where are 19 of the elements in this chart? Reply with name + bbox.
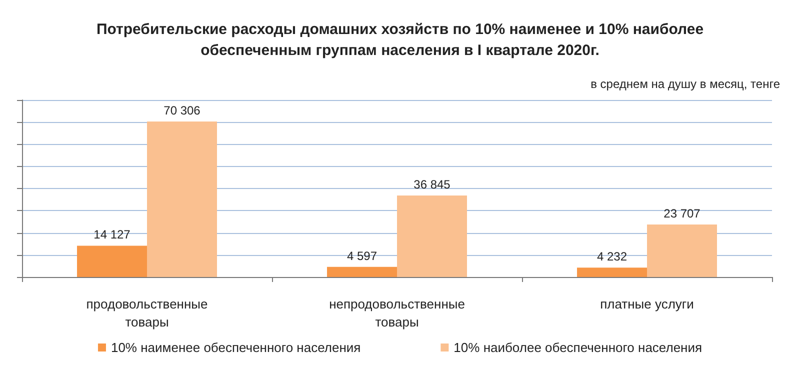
data-label: 4 232 bbox=[596, 250, 628, 264]
x-tick-label: продовольственные товары bbox=[86, 296, 208, 330]
bar bbox=[77, 246, 147, 277]
x-tick-label: платные услуги bbox=[600, 296, 694, 312]
text: в среднем на душу в месяц, тенге bbox=[590, 77, 780, 91]
data-label: 70 306 bbox=[164, 103, 201, 118]
data-label: 4 597 bbox=[346, 248, 378, 263]
legend-label: 10% наименее обеспеченного населения bbox=[110, 340, 361, 355]
bar bbox=[647, 224, 717, 277]
bar bbox=[327, 266, 397, 277]
data-label: 36 845 bbox=[414, 177, 451, 192]
bar bbox=[147, 121, 217, 277]
chart-title: Потребительские расходы домашних хозяйств по 10% наименее и 10% наиболее обеспеченным группам населения в I квартале 2020г. bbox=[96, 21, 704, 59]
data-label: 23 707 bbox=[664, 206, 701, 221]
bar bbox=[397, 195, 467, 277]
x-tick-label: непродовольственные товары bbox=[329, 296, 465, 330]
bar bbox=[577, 268, 647, 277]
legend-label: 10% наиболее обеспеченного населения bbox=[454, 340, 702, 355]
data-label: 14 127 bbox=[94, 228, 131, 242]
